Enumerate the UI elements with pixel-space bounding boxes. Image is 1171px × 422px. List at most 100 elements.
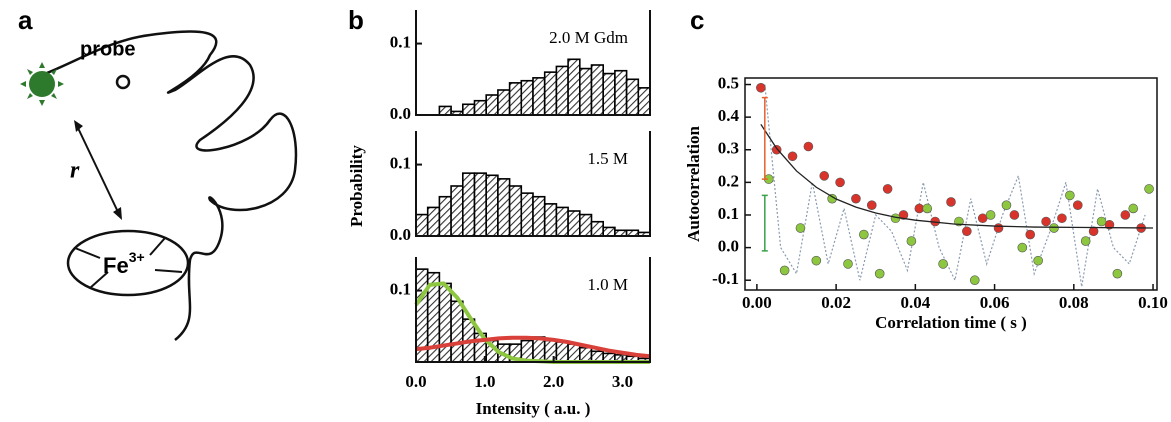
y-tick-label: 0.3	[718, 139, 739, 158]
bar	[461, 172, 476, 237]
data-point	[1088, 226, 1099, 237]
data-point	[803, 141, 814, 152]
bar	[426, 206, 441, 237]
bar	[497, 89, 511, 116]
y-tick-label: 0.1	[390, 32, 411, 51]
x-tick-label: 1.0	[474, 372, 495, 391]
bar	[508, 185, 523, 237]
data-point	[993, 223, 1004, 233]
chain-loop	[115, 74, 131, 90]
x-tick-label: 0.02	[821, 293, 851, 312]
data-point	[771, 144, 782, 155]
panel-label: a	[18, 5, 33, 35]
x-tick-label: 0.08	[1059, 293, 1089, 312]
y-tick-label: 0.0	[390, 225, 411, 244]
data-point	[851, 193, 861, 204]
x-axis-label: Intensity ( a.u. )	[476, 399, 591, 418]
bar	[567, 210, 581, 237]
x-tick-label: 3.0	[612, 372, 633, 391]
y-tick-label: 0.4	[718, 106, 740, 125]
data-point	[819, 171, 830, 181]
data-point	[906, 236, 917, 246]
data-point	[1009, 210, 1020, 220]
iron-symbol: Fe	[103, 253, 129, 278]
y-tick-label: 0.5	[718, 73, 739, 92]
arrow-heads	[74, 120, 122, 220]
x-tick-label: 0.06	[980, 293, 1010, 312]
data-point	[1001, 200, 1012, 210]
data-point	[866, 200, 877, 210]
condition-label: 1.0 M	[587, 275, 628, 294]
data-point	[1057, 213, 1067, 224]
data-point	[1120, 210, 1131, 220]
bar	[508, 82, 523, 116]
data-point	[1144, 184, 1154, 194]
y-tick-label: -0.1	[712, 269, 739, 288]
data-point	[859, 229, 869, 240]
bar	[555, 65, 569, 116]
data-point	[922, 203, 933, 214]
bar	[438, 105, 452, 116]
bar	[567, 58, 581, 116]
data-point	[874, 268, 885, 279]
y-tick-label: 0.1	[390, 153, 411, 172]
data-point	[1049, 223, 1059, 233]
data-point	[1017, 242, 1028, 253]
bar	[473, 172, 487, 237]
data-point	[946, 197, 956, 207]
data-point	[787, 151, 798, 162]
panel-label: c	[690, 5, 704, 35]
error-bar	[761, 96, 768, 180]
data-point	[843, 259, 853, 269]
y-tick-label: 0.2	[718, 171, 739, 190]
distance-label: r	[70, 158, 80, 184]
bar	[450, 185, 464, 237]
bar	[461, 103, 476, 116]
heme-ligands	[74, 237, 183, 289]
distance-arrow	[77, 127, 119, 213]
data-point	[985, 210, 996, 220]
data-point	[795, 223, 806, 233]
panel-label: b	[348, 5, 364, 35]
data-point	[1041, 216, 1051, 227]
data-point	[1112, 268, 1123, 279]
x-tick-label: 0.0	[405, 372, 426, 391]
x-tick-label: 2.0	[543, 372, 564, 391]
fit-curve	[760, 123, 1154, 229]
data-point	[1065, 190, 1075, 201]
x-axis-label: Correlation time ( s )	[875, 313, 1027, 332]
data-point	[811, 255, 822, 266]
bar	[532, 77, 546, 116]
iron-label: Fe3+	[103, 249, 145, 278]
bar	[602, 72, 616, 116]
condition-label: 1.5 M	[587, 149, 628, 168]
bar	[614, 69, 628, 116]
bar	[578, 67, 593, 116]
bar	[520, 192, 534, 237]
bar	[485, 174, 499, 237]
condition-label: 2.0 M Gdm	[549, 28, 628, 47]
data-point	[962, 226, 972, 237]
bar	[485, 94, 499, 116]
data-point	[882, 184, 893, 194]
x-tick-label: 0.00	[742, 293, 772, 312]
bar	[555, 341, 569, 363]
bar	[590, 220, 604, 237]
data-point	[969, 275, 980, 286]
raw-trace	[764, 84, 1146, 287]
data-point	[1128, 203, 1139, 214]
probe-icon	[20, 62, 64, 106]
bar	[520, 79, 534, 116]
bar	[567, 343, 581, 363]
axis-frame	[415, 10, 651, 116]
bar	[473, 99, 487, 116]
data-point	[756, 82, 766, 93]
diagram: a probe r Fe3+	[18, 5, 298, 341]
y-tick-label: 0.1	[718, 204, 739, 223]
fit-curve	[415, 335, 651, 359]
y-tick-label: 0.1	[390, 279, 411, 298]
bar	[543, 71, 558, 116]
data-point	[1096, 216, 1107, 227]
bar	[438, 195, 452, 237]
